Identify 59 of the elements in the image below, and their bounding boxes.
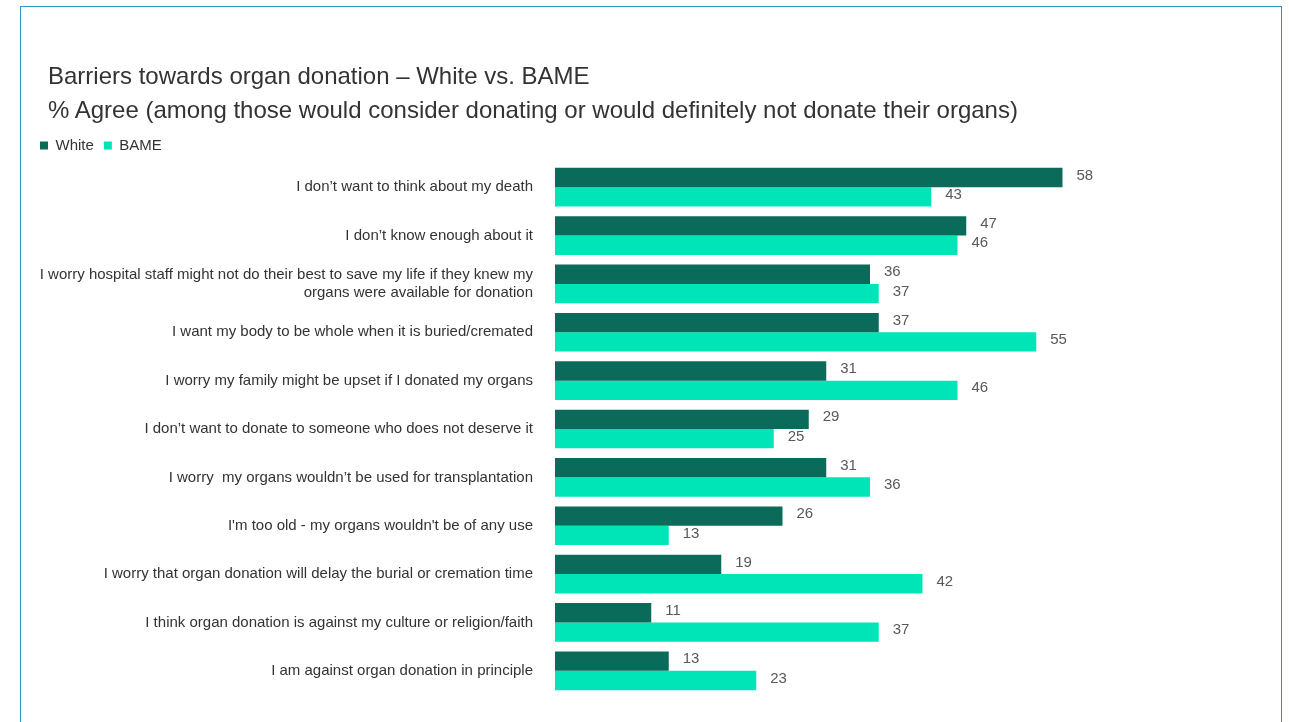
bar [555, 167, 1063, 188]
data-label: 23 [770, 668, 787, 686]
data-label: 13 [682, 649, 700, 667]
legend-label: White [55, 135, 94, 153]
data-label: 29 [822, 407, 840, 425]
y-tick-label: I want my body to be whole when it is buried/cremated [171, 322, 533, 340]
bar [555, 361, 827, 381]
y-tick-label: I don’t know enough about it [345, 225, 534, 243]
data-label: 46 [971, 233, 989, 251]
y-tick-label: I worry that organ donation will delay the burial or cremation time [103, 564, 533, 582]
data-label: 42 [936, 571, 954, 589]
bar [555, 235, 958, 255]
data-label: 31 [840, 455, 857, 473]
bar [555, 332, 1037, 352]
bar [555, 429, 774, 449]
bar [555, 554, 722, 575]
bar [555, 622, 879, 642]
chart-subtitle: % Agree (among those would consider donating or would definitely not donate their organs) [48, 96, 1018, 124]
data-label: 43 [945, 185, 962, 202]
data-label: 25 [787, 426, 805, 444]
bar [555, 670, 757, 691]
data-label: 13 [682, 523, 700, 541]
bar [555, 380, 958, 400]
data-label: 55 [1050, 330, 1067, 348]
data-label: 19 [735, 552, 752, 570]
bar [555, 458, 827, 478]
y-tick-label: I'm too old - my organs wouldn't be of any use [227, 515, 533, 533]
data-label: 31 [840, 359, 857, 377]
data-label: 37 [892, 310, 910, 328]
bar [555, 525, 669, 546]
data-label: 46 [971, 378, 989, 396]
text: Barriers towards organ donation – White vs. BAME [48, 62, 590, 90]
y-tick-label: I don’t want to think about my death [296, 177, 533, 195]
y-tick-label: I worry my family might be upset if I donated my organs [165, 370, 533, 388]
bar [555, 264, 870, 284]
data-label: 11 [665, 600, 681, 618]
data-label: 26 [796, 504, 814, 522]
bar [555, 216, 967, 236]
bar [555, 574, 923, 594]
data-label: 37 [892, 620, 910, 638]
y-tick-label: I am against organ donation in principle [271, 660, 533, 678]
bar [555, 506, 783, 526]
y-tick-label: I worry my organs wouldn’t be used for transplantation [168, 467, 533, 485]
y-tick-label: I don’t want to donate to someone who does not deserve it [144, 419, 534, 437]
bar [555, 603, 652, 623]
y-tick-label: I think organ donation is against my culture or religion/faith [145, 612, 533, 630]
data-label: 37 [892, 281, 910, 299]
data-label: 47 [980, 214, 997, 232]
data-label: 36 [884, 262, 901, 280]
bar [555, 312, 879, 333]
data-label: 58 [1076, 165, 1094, 183]
y-tick-label: I worry hospital staff might not do their best to save my life if they knew my organs were available for donation [39, 265, 534, 301]
data-label: 36 [884, 475, 901, 493]
bar [555, 477, 870, 497]
bar [555, 409, 809, 429]
bar [555, 283, 879, 304]
bar [555, 187, 932, 207]
legend-label: BAME [119, 135, 162, 153]
bar [555, 651, 669, 671]
